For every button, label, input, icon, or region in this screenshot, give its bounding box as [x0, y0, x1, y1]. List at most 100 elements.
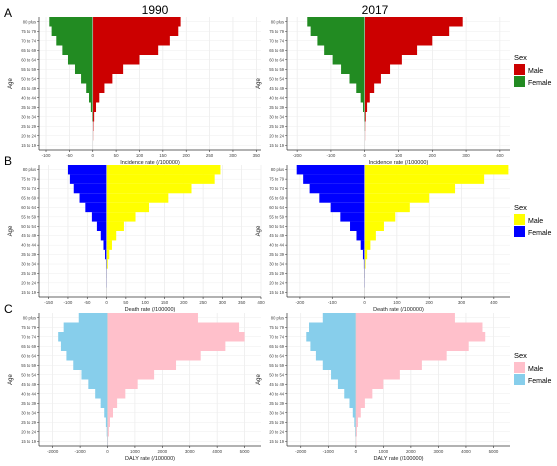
x-tick-label: 5000	[240, 449, 250, 454]
x-tick-label: -100	[328, 300, 337, 305]
legend-swatch-male	[514, 362, 525, 373]
y-tick-label: 45 to 49	[269, 233, 285, 238]
y-tick-label: 40 to 44	[21, 95, 37, 100]
y-tick-label: 55 to 59	[269, 214, 285, 219]
y-tick-label: 80 plus	[23, 19, 36, 24]
y-tick-label: 40 to 44	[21, 243, 37, 248]
y-tick-label: 30 to 34	[21, 114, 37, 119]
bar-female-45-to-49	[100, 231, 107, 241]
y-tick-label: 15 to 19	[269, 290, 285, 295]
bar-male-70-to-74	[92, 36, 170, 46]
bar-female-50-to-54	[96, 221, 107, 231]
bar-female-40-to-44	[344, 389, 356, 399]
bar-female-30-to-34	[92, 112, 93, 122]
y-tick-label: 30 to 34	[21, 262, 37, 267]
x-axis-label: Incidence rate (/100000)	[120, 160, 180, 166]
bar-female-30-to-34	[352, 408, 356, 418]
y-tick-label: 50 to 54	[21, 372, 37, 377]
bar-female-60-to-64	[67, 55, 93, 65]
legend-title: Sex	[514, 203, 527, 212]
bar-female-60-to-64	[332, 55, 365, 65]
y-tick-label: 60 to 64	[269, 353, 285, 358]
x-tick-label: -200	[293, 153, 302, 158]
x-tick-label: 3000	[434, 449, 444, 454]
y-tick-label: 35 to 39	[21, 105, 37, 110]
x-tick-label: 300	[219, 300, 227, 305]
y-tick-label: 45 to 49	[21, 86, 37, 91]
bar-female-80-plus	[322, 313, 356, 323]
x-tick-label: 400	[496, 153, 504, 158]
bar-female-70-to-74	[306, 332, 356, 342]
x-tick-label: -1000	[323, 449, 335, 454]
bar-male-40-to-44	[107, 389, 126, 399]
bar-female-35-to-39	[349, 398, 356, 408]
y-tick-label: 80 plus	[271, 19, 284, 24]
x-axis-label: DALY rate (/100000)	[125, 456, 175, 462]
bar-male-75-to-79	[364, 174, 485, 184]
x-tick-label: 150	[159, 153, 167, 158]
bar-male-65-to-69	[92, 45, 159, 55]
bar-male-65-to-69	[364, 193, 430, 203]
bar-female-65-to-69	[310, 341, 356, 351]
panel-3: -150 -100 -50 0 50 100 150 200 250 300 350 400 15 to…	[4, 154, 265, 313]
x-tick-label: 400	[490, 300, 498, 305]
bar-male-70-to-74	[364, 36, 433, 46]
panel-2: -200 -100 0 100 200 300 400 15 to 19 20 to 24 25 …	[256, 17, 510, 166]
bar-male-75-to-79	[364, 26, 450, 36]
y-tick-label: 80 plus	[271, 167, 284, 172]
y-tick-label: 80 plus	[23, 315, 36, 320]
x-tick-label: 200	[183, 153, 191, 158]
y-tick-label: 60 to 64	[21, 353, 37, 358]
bar-male-80-plus	[364, 165, 509, 175]
bar-female-75-to-79	[310, 26, 365, 36]
bar-male-80-plus	[364, 17, 463, 27]
bar-female-55-to-59	[340, 212, 365, 222]
legend-swatch-male	[514, 214, 525, 225]
bar-female-25-to-29	[354, 417, 356, 427]
bar-male-35-to-39	[364, 102, 368, 112]
y-tick-label: 65 to 69	[269, 48, 285, 53]
bar-female-65-to-69	[62, 45, 93, 55]
legend-entry-male: Male	[528, 68, 543, 75]
y-tick-label: 55 to 59	[269, 67, 285, 72]
x-tick-label: 50	[123, 300, 128, 305]
bar-male-50-to-54	[106, 221, 124, 231]
x-tick-label: 300	[462, 153, 470, 158]
x-tick-label: 2000	[406, 449, 416, 454]
bar-male-50-to-54	[355, 370, 400, 380]
x-tick-label: 0	[92, 153, 95, 158]
bar-male-40-to-44	[364, 93, 370, 103]
bar-male-45-to-49	[107, 379, 138, 389]
y-tick-label: 60 to 64	[269, 205, 285, 210]
x-axis-label: DALY rate (/100000)	[374, 456, 424, 462]
bar-male-35-to-39	[92, 102, 97, 112]
y-tick-label: 75 to 79	[21, 29, 37, 34]
bar-female-55-to-59	[91, 212, 107, 222]
y-axis-label: Age	[8, 78, 14, 89]
bar-female-35-to-39	[362, 249, 365, 260]
x-tick-label: -2000	[295, 449, 307, 454]
bar-female-55-to-59	[322, 360, 356, 370]
bar-female-45-to-49	[356, 231, 365, 241]
bar-male-60-to-64	[355, 351, 447, 361]
bar-male-65-to-69	[106, 193, 169, 203]
bar-female-50-to-54	[81, 370, 108, 380]
y-tick-label: 50 to 54	[21, 224, 37, 229]
bar-male-55-to-59	[107, 360, 177, 370]
bar-male-50-to-54	[92, 74, 113, 84]
bar-male-60-to-64	[364, 55, 402, 65]
bar-female-50-to-54	[349, 74, 365, 84]
bar-female-75-to-79	[69, 174, 107, 184]
legend-entry-male: Male	[528, 218, 543, 225]
x-tick-label: 0	[106, 449, 109, 454]
x-tick-label: 0	[363, 153, 366, 158]
x-axis-label: Incidence rate (/100000)	[369, 160, 429, 166]
y-tick-label: 15 to 19	[21, 143, 37, 148]
bar-male-55-to-59	[364, 212, 396, 222]
bar-female-70-to-74	[309, 183, 365, 194]
y-tick-label: 55 to 59	[21, 67, 37, 72]
bar-female-50-to-54	[331, 370, 356, 380]
y-tick-label: 50 to 54	[21, 76, 37, 81]
y-tick-label: 30 to 34	[21, 410, 37, 415]
